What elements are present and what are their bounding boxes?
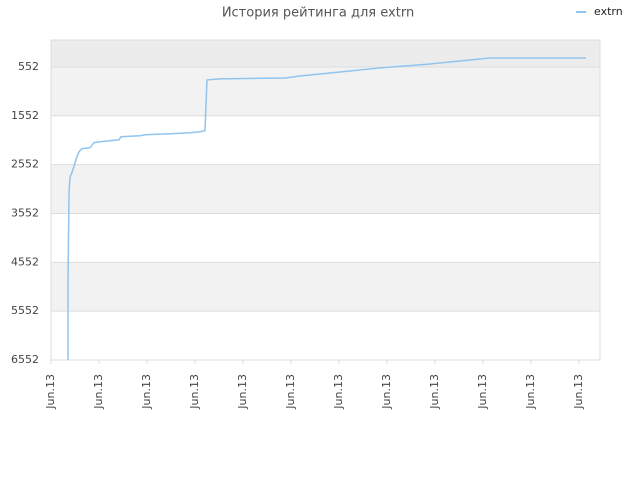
plot-band: [51, 164, 600, 214]
plot-band: [51, 115, 600, 165]
chart-title: История рейтинга для extrn: [222, 6, 414, 21]
plot-band: [51, 213, 600, 263]
y-tick-label: 6552: [11, 353, 39, 366]
x-tick-label: Jun.13: [524, 374, 537, 410]
plot-band: [51, 40, 600, 67]
y-tick-label: 3552: [11, 206, 39, 219]
x-tick-label: Jun.13: [92, 374, 105, 410]
x-tick-label: Jun.13: [380, 374, 393, 410]
x-tick-label: Jun.13: [44, 374, 57, 410]
plot-band: [51, 66, 600, 116]
x-tick-label: Jun.13: [284, 374, 297, 410]
y-tick-label: 4552: [11, 255, 39, 268]
y-tick-label: 5552: [11, 304, 39, 317]
x-tick-label: Jun.13: [428, 374, 441, 410]
legend-label: extrn: [594, 5, 623, 18]
x-tick-label: Jun.13: [332, 374, 345, 410]
data-line: [67, 57, 586, 360]
plot-border: [50, 39, 601, 361]
x-tick-label: Jun.13: [476, 374, 489, 410]
y-tick-label: 1552: [11, 109, 39, 122]
x-tick-label: Jun.13: [188, 374, 201, 410]
x-tick-label: Jun.13: [572, 374, 585, 410]
y-tick-label: 2552: [11, 158, 39, 171]
plot-band: [51, 311, 600, 360]
x-tick-label: Jun.13: [140, 374, 153, 410]
x-tick-label: Jun.13: [236, 374, 249, 410]
y-tick-label: 552: [18, 60, 39, 73]
plot-band: [51, 262, 600, 312]
